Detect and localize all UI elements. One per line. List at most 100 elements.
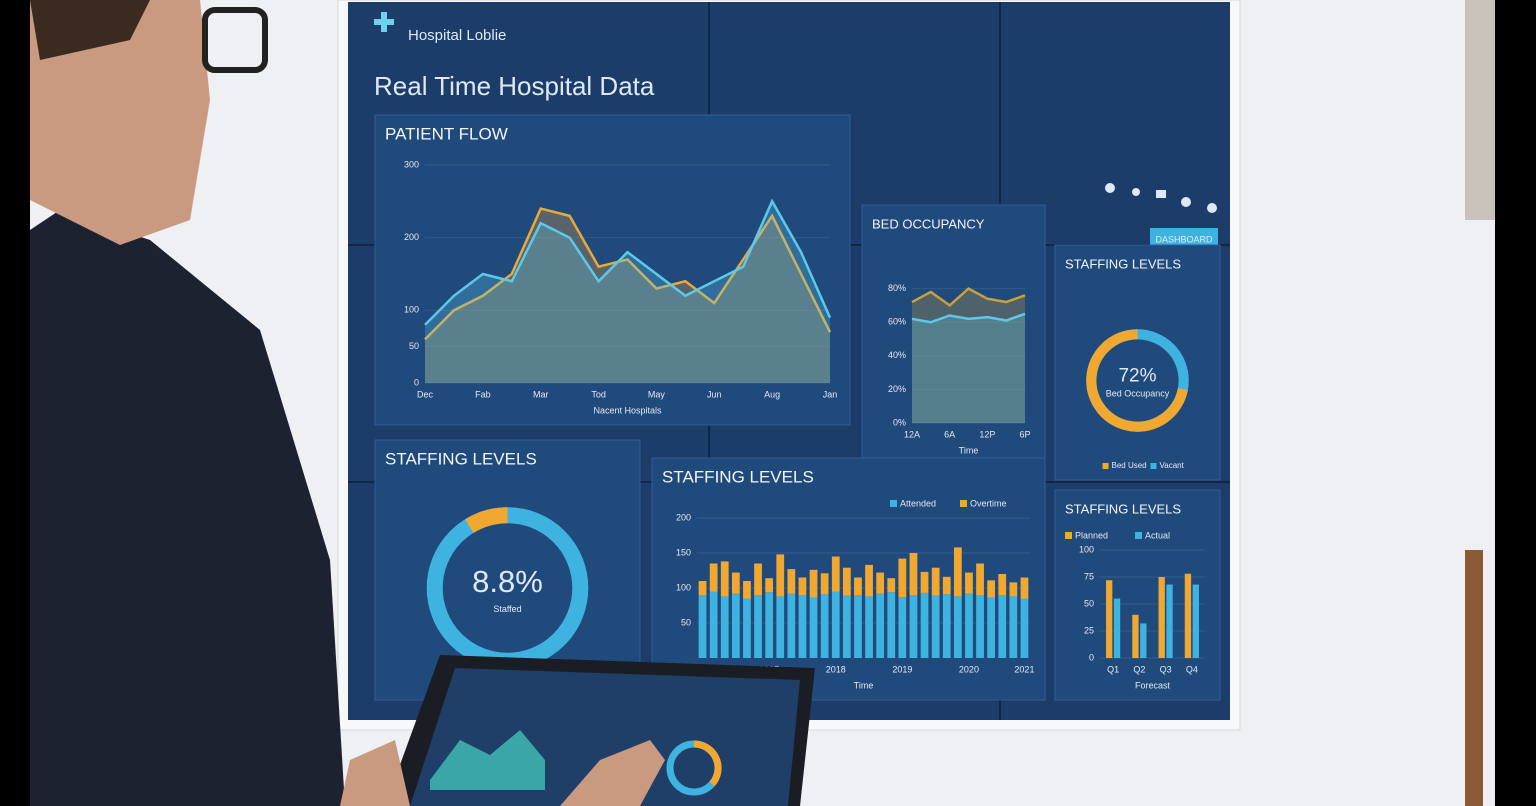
y-tick-label: 20%: [888, 384, 906, 394]
bar-segment: [920, 571, 929, 593]
bar-segment: [987, 597, 996, 658]
x-tick-label: 2018: [826, 664, 846, 674]
bar-segment: [698, 581, 707, 595]
bar-segment: [1020, 598, 1029, 658]
donut-value: 72%: [1118, 366, 1156, 387]
legend-label: Planned: [1075, 530, 1108, 540]
x-tick-label: 12A: [904, 429, 920, 439]
bar-segment: [876, 572, 885, 594]
bar-segment: [909, 553, 918, 595]
bar-segment: [765, 578, 774, 593]
x-tick-label: May: [648, 389, 666, 399]
panel: [374, 114, 851, 426]
bar-segment: [798, 595, 807, 658]
bar: [1158, 577, 1165, 658]
bar-segment: [809, 597, 818, 658]
bar-segment: [942, 576, 951, 595]
toolbar-icons: [1105, 183, 1217, 213]
legend-label: Overtime: [970, 498, 1007, 508]
donut-arc: [1086, 329, 1188, 432]
y-tick-label: 60%: [888, 317, 906, 327]
legend-label: Attended: [900, 498, 936, 508]
legend-swatch: [1102, 463, 1109, 469]
x-tick-label: Aug: [764, 389, 780, 399]
panel-title: STAFFING LEVELS: [662, 467, 814, 486]
bar-segment: [831, 556, 840, 592]
x-tick-label: Fab: [475, 389, 491, 399]
bar-segment: [854, 577, 862, 595]
bar-segment: [976, 563, 984, 595]
legend-swatch: [1065, 532, 1072, 539]
x-axis-label: Time: [854, 680, 874, 690]
line: [424, 198, 832, 326]
button-label: DASHBOARD: [1155, 234, 1213, 244]
y-tick-label: 0: [1089, 652, 1094, 662]
bar-segment: [865, 564, 873, 597]
bar-segment: [998, 595, 1007, 658]
donut-arc: [465, 507, 508, 534]
y-tick-label: 80%: [888, 283, 906, 293]
legend-label: Vacant: [1160, 461, 1185, 470]
line: [424, 207, 832, 341]
line: [911, 287, 1026, 307]
bar-segment: [1009, 582, 1018, 597]
bar: [1106, 580, 1113, 658]
bar-segment: [776, 554, 785, 597]
legend-label: Actual: [1145, 530, 1170, 540]
legend-swatch: [1135, 532, 1142, 539]
bar-segment: [920, 592, 929, 658]
y-tick-label: 50: [1084, 598, 1094, 608]
bar-segment: [787, 593, 796, 658]
bar-segment: [1020, 577, 1029, 599]
y-tick-label: 0%: [893, 417, 906, 427]
y-tick-label: 100: [1079, 544, 1094, 554]
logo: [374, 12, 394, 32]
y-tick-label: 50: [681, 617, 691, 627]
bar-segment: [809, 569, 818, 598]
bar-segment: [1009, 596, 1018, 658]
panel: [861, 204, 1046, 466]
y-tick-label: 50: [409, 341, 419, 351]
x-axis-label: Nacent Hospitals: [593, 405, 662, 415]
panel: [1054, 244, 1221, 481]
x-tick-label: Mar: [533, 389, 549, 399]
x-tick-label: 6A: [944, 429, 955, 439]
donut-subtitle: Staffed: [493, 604, 521, 614]
y-tick-label: 25: [1084, 625, 1094, 635]
x-tick-label: 6P: [1019, 429, 1030, 439]
bar-segment: [709, 563, 718, 592]
bar-segment: [731, 572, 740, 594]
bar-segment: [987, 580, 996, 598]
bar: [1140, 623, 1147, 658]
tablet: [340, 655, 815, 806]
bar-segment: [898, 558, 907, 598]
x-axis-label: Time: [959, 445, 979, 455]
area: [912, 288, 1025, 423]
panel: [1054, 489, 1221, 701]
bar-segment: [743, 581, 751, 599]
x-tick-label: 2020: [959, 664, 979, 674]
y-tick-label: 150: [676, 547, 691, 557]
y-tick-label: 100: [676, 582, 691, 592]
y-tick-label: 100: [404, 305, 419, 315]
bar: [1184, 573, 1192, 658]
door: [1465, 550, 1483, 806]
y-tick-label: 40%: [888, 350, 906, 360]
x-tick-label: Q1: [1107, 664, 1119, 674]
bar-segment: [931, 595, 940, 658]
bar-segment: [731, 593, 740, 658]
bar-segment: [909, 595, 918, 658]
x-tick-label: Q2: [1133, 664, 1145, 674]
bar-segment: [820, 594, 829, 658]
y-tick-label: 0: [414, 377, 419, 387]
brand: Hospital Loblie: [408, 27, 506, 44]
heading: Real Time Hospital Data: [374, 71, 655, 101]
panel-title: PATIENT FLOW: [385, 124, 508, 143]
bar-segment: [887, 578, 896, 593]
bar: [1132, 614, 1139, 658]
legend-swatch: [890, 500, 897, 507]
bar-segment: [743, 598, 751, 658]
bar: [1113, 598, 1121, 658]
bar-segment: [765, 592, 774, 658]
bar-segment: [720, 561, 729, 597]
